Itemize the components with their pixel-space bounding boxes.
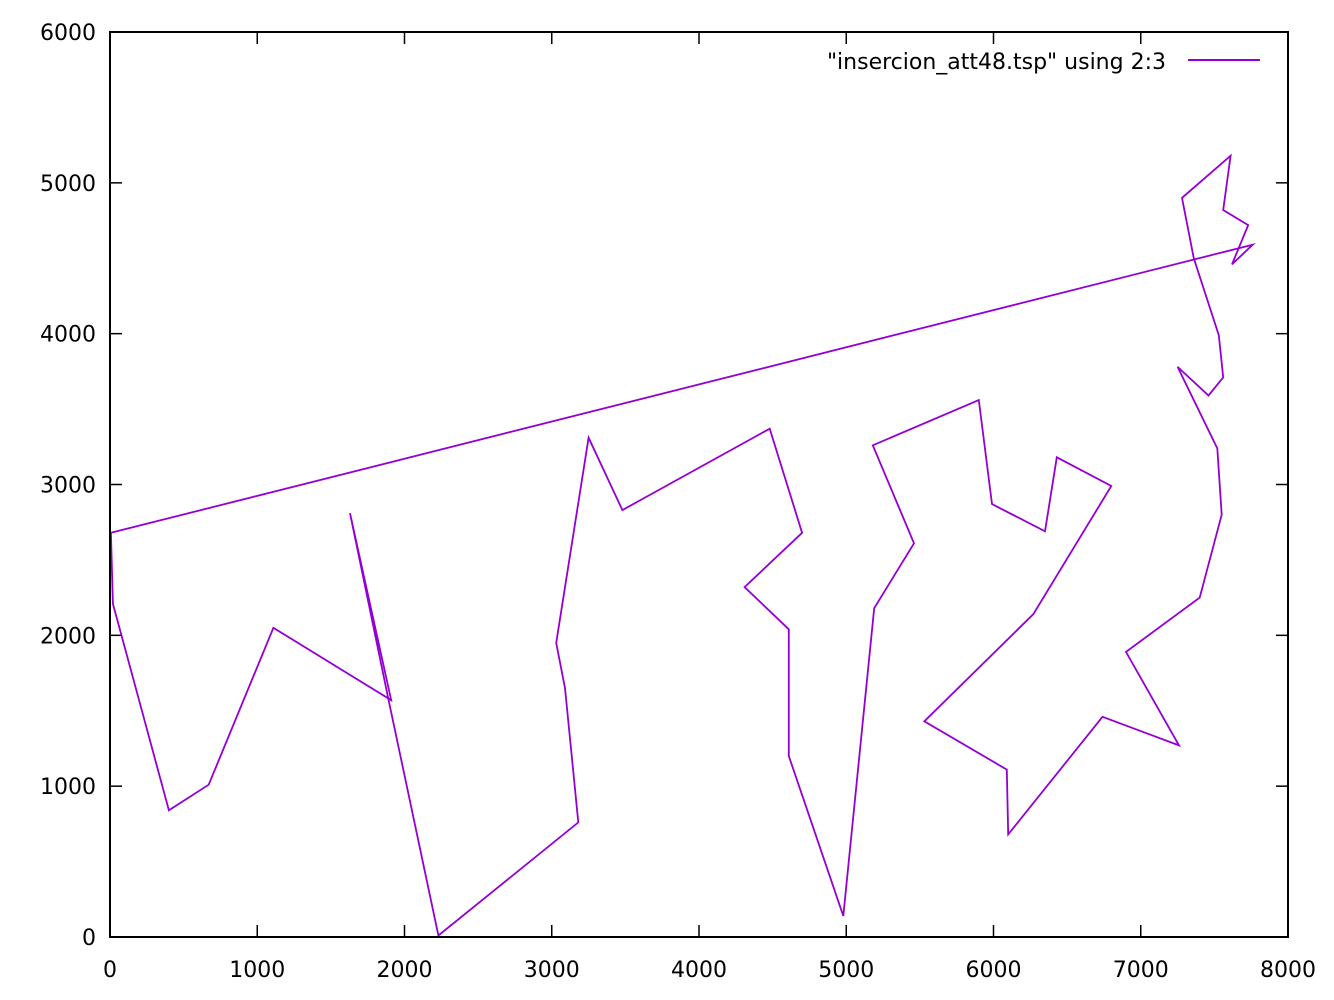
y-tick-label: 5000	[40, 172, 96, 197]
y-tick-label: 0	[82, 926, 96, 951]
y-tick-label: 3000	[40, 474, 96, 499]
y-tick-label: 6000	[40, 21, 96, 46]
y-tick-label: 2000	[40, 624, 96, 649]
y-tick-label: 4000	[40, 323, 96, 348]
x-tick-label: 0	[103, 958, 117, 983]
y-tick-labels: 0 1000 2000 3000 4000 5000 6000	[40, 21, 96, 951]
x-tick-label: 3000	[524, 958, 580, 983]
plot-frame	[109, 31, 1289, 938]
x-tick-label: 2000	[377, 958, 433, 983]
legend-label: "insercion_att48.tsp" using 2:3	[827, 50, 1166, 75]
x-tick-label: 5000	[818, 958, 874, 983]
x-tick-label: 8000	[1260, 958, 1316, 983]
series-line	[110, 153, 1256, 938]
series-layer	[110, 153, 1256, 938]
legend: "insercion_att48.tsp" using 2:3	[827, 50, 1260, 75]
x-tick-label: 4000	[671, 958, 727, 983]
axis-ticks	[109, 31, 1289, 938]
y-tick-label: 1000	[40, 775, 96, 800]
x-tick-label: 7000	[1113, 958, 1169, 983]
x-tick-label: 1000	[229, 958, 285, 983]
x-tick-label: 6000	[966, 958, 1022, 983]
x-tick-labels: 0 1000 2000 3000 4000 5000 6000 7000 8000	[103, 958, 1316, 983]
